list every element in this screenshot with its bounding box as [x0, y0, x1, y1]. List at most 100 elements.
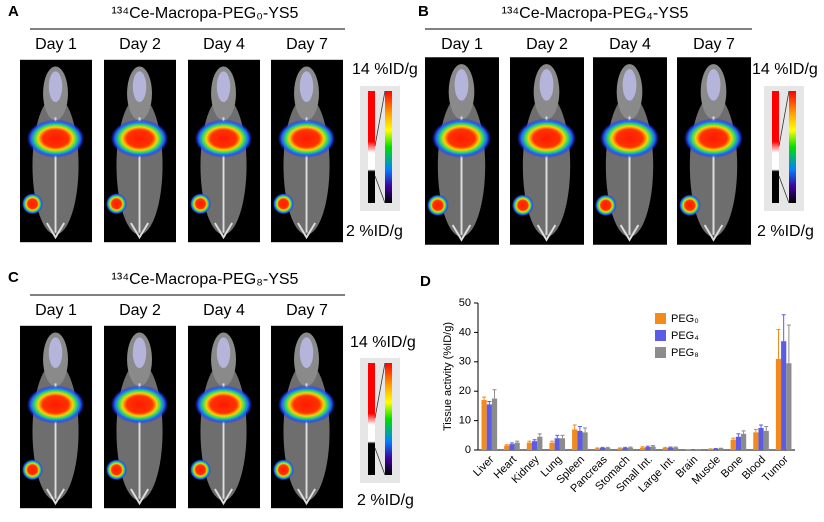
pet-image: [104, 58, 176, 244]
legend-swatch: [655, 313, 666, 324]
scale-min: 2 %ID/g: [357, 492, 414, 509]
y-axis-label: Tissue activity (%ID/g): [442, 322, 454, 431]
bar: [753, 432, 759, 450]
pet-image: [425, 56, 499, 246]
bar: [572, 429, 578, 450]
panel-letter: D: [420, 273, 431, 290]
error-bar: [487, 400, 492, 405]
bar: [526, 442, 533, 450]
error-bar: [668, 446, 673, 448]
pet-image: [510, 56, 584, 246]
pet-image: [188, 324, 260, 510]
pet-image: [20, 58, 92, 244]
day-label: Day 4: [609, 36, 651, 53]
bar: [605, 447, 611, 450]
color-scale: [360, 86, 400, 211]
error-bar: [781, 314, 786, 342]
error-bar: [555, 434, 560, 439]
error-bar: [577, 425, 582, 431]
error-bar: [640, 446, 645, 448]
bar: [775, 358, 782, 450]
scale-max: 14 %ID/g: [352, 61, 418, 78]
pet-image: [188, 58, 260, 244]
error-bar: [600, 446, 605, 448]
scale-min: 2 %ID/g: [757, 223, 814, 240]
bar: [577, 430, 583, 450]
day-label: Day 4: [203, 302, 245, 319]
error-bar: [482, 396, 487, 401]
day-label: Day 2: [526, 36, 568, 53]
error-bar: [595, 447, 600, 449]
x-tick-label: Tumor: [760, 453, 791, 484]
panel-letter: A: [8, 3, 19, 20]
legend-swatch: [655, 347, 666, 358]
day-label: Day 7: [693, 36, 735, 53]
panel-title: ¹³⁴Ce-Macropa-PEG₀-YS5: [112, 5, 299, 22]
error-bar: [605, 446, 610, 448]
day-label: Day 7: [286, 302, 328, 319]
error-bar: [753, 428, 758, 433]
error-bar: [628, 446, 633, 448]
bar: [763, 430, 769, 450]
bar: [481, 400, 487, 450]
y-tick-label: 20: [459, 385, 471, 397]
error-bar: [731, 437, 736, 440]
bar: [781, 341, 787, 450]
error-bar: [741, 430, 746, 434]
bar: [645, 447, 651, 450]
scale-max: 14 %ID/g: [752, 61, 818, 78]
error-bar: [645, 445, 650, 448]
scale-min: 2 %ID/g: [346, 223, 403, 240]
bar: [509, 444, 515, 450]
bar: [786, 363, 792, 450]
error-bar: [492, 389, 497, 399]
error-bar: [583, 427, 588, 433]
day-label: Day 1: [35, 302, 77, 319]
bar: [735, 436, 741, 450]
bar: [514, 442, 520, 450]
pet-image: [593, 56, 667, 246]
day-label: Day 1: [441, 36, 483, 53]
bar: [650, 446, 656, 450]
panel-title: ¹³⁴Ce-Macropa-PEG₈-YS5: [112, 271, 299, 288]
pet-image: [104, 324, 176, 510]
pet-image: [20, 324, 92, 510]
bar: [758, 427, 764, 450]
error-bar: [550, 440, 555, 443]
error-bar: [572, 424, 577, 430]
pet-image: [677, 56, 751, 246]
bar: [537, 436, 543, 450]
y-tick-label: 10: [459, 415, 471, 427]
legend-label: PEG₀: [671, 313, 699, 325]
panel-title: ¹³⁴Ce-Macropa-PEG₄-YS5: [502, 5, 689, 22]
day-label: Day 2: [119, 302, 161, 319]
bar: [730, 439, 736, 450]
error-bar: [663, 446, 668, 448]
error-bar: [617, 447, 622, 449]
bar: [622, 447, 628, 450]
error-bar: [509, 442, 514, 445]
pet-image: [271, 58, 343, 244]
panel-letter: B: [418, 3, 429, 20]
bar: [627, 447, 633, 450]
legend-swatch: [655, 330, 666, 341]
y-tick-label: 0: [465, 444, 471, 456]
bar: [582, 432, 588, 450]
bar: [594, 448, 600, 450]
bar: [559, 438, 566, 450]
bar: [599, 447, 606, 450]
y-tick-label: 30: [459, 356, 471, 368]
bar: [491, 398, 498, 450]
error-bar: [532, 439, 537, 442]
bar: [554, 438, 560, 450]
legend-label: PEG₈: [671, 347, 699, 359]
y-tick-label: 50: [459, 297, 471, 309]
bar: [673, 447, 679, 450]
error-bar: [651, 445, 656, 447]
day-label: Day 2: [119, 36, 161, 53]
bar: [713, 448, 719, 450]
error-bar: [786, 324, 791, 364]
bar: [549, 442, 555, 450]
error-bar: [527, 440, 532, 443]
